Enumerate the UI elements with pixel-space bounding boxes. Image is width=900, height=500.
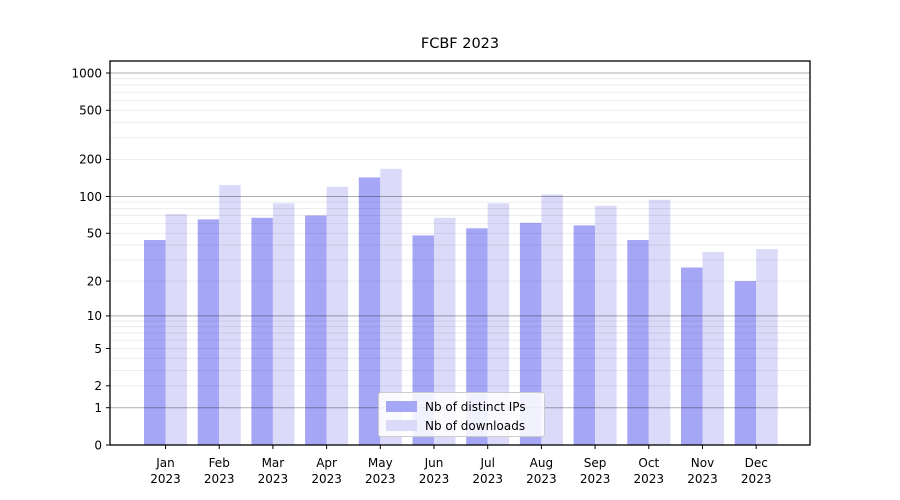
bar-nb-of-downloads-aug: [541, 194, 563, 445]
x-tick-label-month-jun: Jun: [424, 456, 444, 470]
x-tick-label-year-jan: 2023: [150, 472, 181, 486]
bar-nb-of-distinct-ips-jul: [466, 228, 488, 445]
x-tick-label-year-sep: 2023: [580, 472, 611, 486]
bar-nb-of-distinct-ips-sep: [573, 225, 596, 445]
bar-nb-of-downloads-may: [380, 168, 402, 446]
legend-label-distinct-ips: Nb of distinct IPs: [425, 399, 526, 414]
legend: Nb of distinct IPs Nb of downloads: [378, 392, 545, 437]
x-tick-label-year-feb: 2023: [204, 472, 235, 486]
x-tick-label-year-jun: 2023: [419, 472, 450, 486]
x-tick-label-month-apr: Apr: [316, 456, 337, 470]
y-tick-label-20: 20: [87, 274, 102, 288]
x-tick-label-month-may: May: [368, 456, 393, 470]
y-tick-label-200: 200: [79, 153, 102, 167]
x-tick-label-year-apr: 2023: [311, 472, 342, 486]
bar-nb-of-downloads-sep: [595, 205, 617, 445]
legend-swatch-distinct-ips: [386, 401, 417, 412]
x-tick-label-year-aug: 2023: [526, 472, 557, 486]
bar-nb-of-downloads-dec: [756, 249, 778, 445]
bar-nb-of-downloads-feb: [219, 185, 241, 445]
x-tick-label-month-jan: Jan: [155, 456, 175, 470]
x-tick-label-year-oct: 2023: [634, 472, 665, 486]
chart-title: FCBF 2023: [420, 36, 500, 52]
y-tick-label-100: 100: [79, 190, 102, 204]
bar-nb-of-downloads-jul: [487, 203, 510, 445]
bar-nb-of-downloads-apr: [326, 186, 349, 446]
y-tick-label-1: 1: [94, 401, 102, 415]
x-tick-label-year-dec: 2023: [741, 472, 772, 486]
x-tick-label-month-aug: Aug: [530, 456, 553, 470]
bar-nb-of-distinct-ips-apr: [305, 215, 327, 445]
bar-nb-of-downloads-nov: [702, 252, 724, 445]
legend-item-downloads: Nb of downloads: [386, 416, 544, 435]
x-tick-label-month-mar: Mar: [262, 456, 285, 470]
bar-nb-of-distinct-ips-aug: [519, 222, 542, 445]
bar-nb-of-distinct-ips-dec: [734, 281, 757, 445]
legend-label-downloads: Nb of downloads: [425, 418, 526, 433]
x-tick-label-year-may: 2023: [365, 472, 396, 486]
x-tick-label-month-dec: Dec: [745, 456, 768, 470]
x-tick-label-month-nov: Nov: [691, 456, 714, 470]
x-tick-label-month-jul: Jul: [479, 456, 494, 470]
bar-nb-of-distinct-ips-feb: [197, 219, 220, 445]
x-tick-label-year-mar: 2023: [258, 472, 289, 486]
x-tick-label-month-oct: Oct: [638, 456, 659, 470]
x-tick-label-month-feb: Feb: [209, 456, 230, 470]
legend-item-distinct-ips: Nb of distinct IPs: [386, 397, 544, 416]
bar-nb-of-downloads-jan: [165, 214, 187, 445]
bar-nb-of-distinct-ips-oct: [627, 240, 649, 445]
y-tick-label-2: 2: [94, 379, 102, 393]
x-tick-label-year-nov: 2023: [687, 472, 718, 486]
y-tick-label-500: 500: [79, 104, 102, 118]
y-tick-label-10: 10: [87, 309, 102, 323]
bar-nb-of-distinct-ips-mar: [251, 217, 273, 445]
plot-frame: [109, 60, 811, 446]
y-tick-label-5: 5: [94, 342, 102, 356]
y-tick-label-50: 50: [87, 227, 102, 241]
bar-nb-of-downloads-oct: [648, 199, 671, 445]
bar-nb-of-distinct-ips-nov: [681, 267, 703, 445]
bar-nb-of-downloads-jun: [434, 217, 456, 445]
bar-nb-of-distinct-ips-jan: [144, 240, 166, 445]
y-tick-label-1000: 1000: [71, 66, 102, 80]
bar-nb-of-downloads-mar: [272, 203, 295, 445]
x-tick-label-year-jul: 2023: [472, 472, 503, 486]
x-tick-label-month-sep: Sep: [584, 456, 607, 470]
legend-swatch-downloads: [386, 420, 417, 431]
y-tick-label-0: 0: [94, 438, 102, 452]
bar-nb-of-distinct-ips-may: [358, 177, 381, 445]
